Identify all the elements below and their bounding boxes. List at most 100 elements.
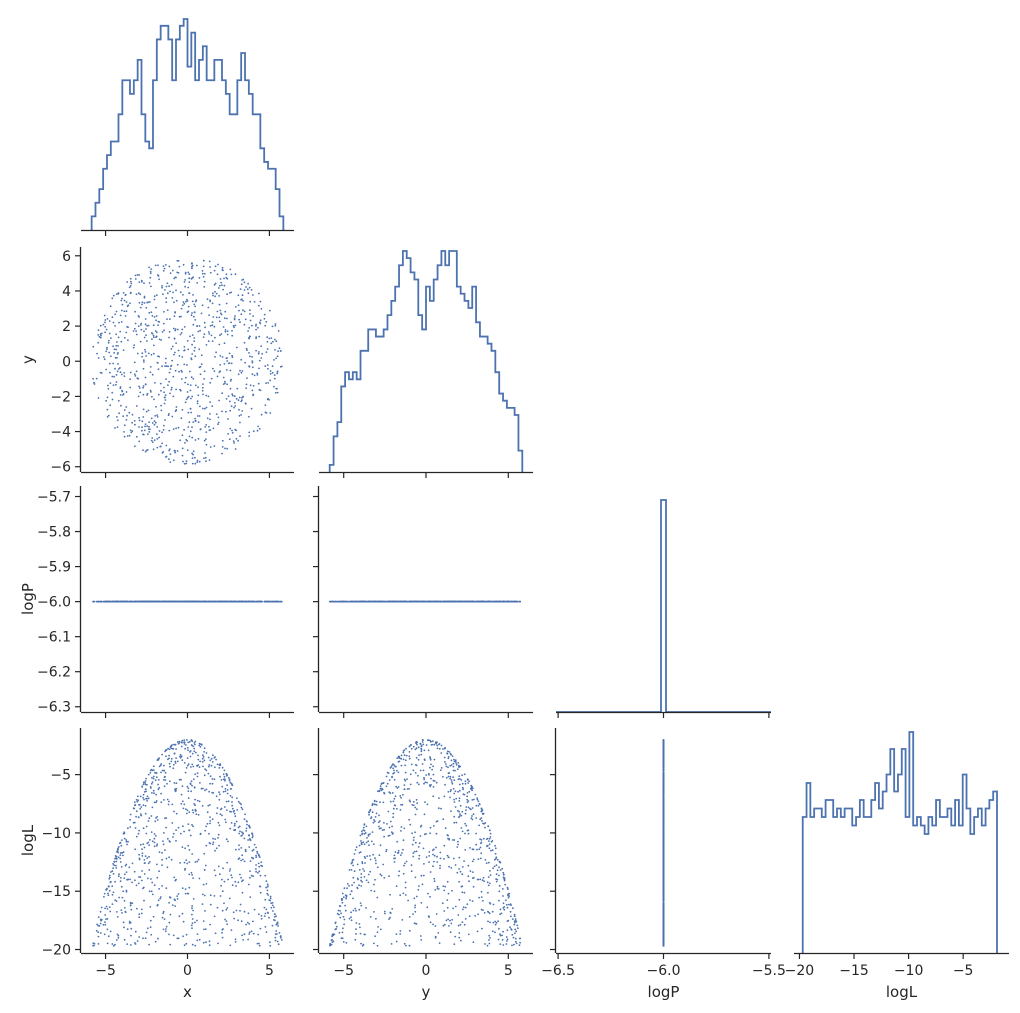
scatter-point <box>135 798 138 801</box>
scatter-point <box>172 327 175 330</box>
scatter-point <box>181 800 184 803</box>
scatter-point <box>201 600 204 603</box>
scatter-point <box>159 445 162 448</box>
scatter-point <box>249 309 251 312</box>
scatter-point <box>144 783 147 786</box>
scatter-point <box>213 600 216 603</box>
scatter-point <box>149 926 152 929</box>
scatter-point <box>208 940 211 943</box>
scatter-point <box>168 448 171 450</box>
scatter-point <box>436 861 439 863</box>
scatter-point <box>423 782 425 785</box>
scatter-point <box>358 884 360 887</box>
scatter-point <box>341 901 344 904</box>
scatter-point <box>139 391 142 394</box>
scatter-point <box>481 600 483 603</box>
scatter-point <box>418 885 420 887</box>
scatter-point <box>209 413 211 415</box>
scatter-point <box>375 917 377 920</box>
scatter-point <box>114 325 116 327</box>
scatter-point <box>462 788 464 791</box>
scatter-point <box>236 809 239 811</box>
scatter-point <box>185 460 188 463</box>
scatter-point <box>146 340 148 342</box>
scatter-point <box>224 382 226 385</box>
scatter-point <box>136 435 138 438</box>
scatter-point <box>358 869 361 871</box>
scatter-point <box>266 889 269 892</box>
scatter-point <box>410 747 413 750</box>
scatter-point <box>196 775 199 778</box>
scatter-point <box>97 935 100 938</box>
scatter-point <box>260 600 262 603</box>
scatter-point <box>418 783 420 786</box>
scatter-point <box>130 934 132 937</box>
scatter-point <box>112 362 114 365</box>
scatter-point <box>458 783 461 786</box>
scatter-point <box>260 861 263 863</box>
scatter-point <box>203 280 206 283</box>
scatter-point <box>435 820 438 823</box>
scatter-point <box>162 265 165 267</box>
scatter-point <box>420 902 423 904</box>
panel-x-y-bottom-axis <box>81 471 294 478</box>
scatter-point <box>342 927 344 930</box>
scatter-point <box>151 422 154 424</box>
scatter-point <box>207 331 210 333</box>
scatter-point <box>481 812 484 815</box>
scatter-point <box>243 323 246 326</box>
scatter-point <box>162 928 165 931</box>
scatter-point <box>128 920 131 923</box>
scatter-point <box>123 926 125 929</box>
scatter-point <box>348 917 351 920</box>
scatter-point <box>396 757 399 759</box>
scatter-point <box>165 925 168 928</box>
scatter-point <box>480 817 483 819</box>
scatter-point <box>202 883 205 886</box>
scatter-point <box>171 822 174 824</box>
scatter-point <box>471 871 474 873</box>
scatter-point <box>141 429 143 432</box>
scatter-point <box>167 414 170 417</box>
scatter-point <box>136 940 139 942</box>
scatter-point <box>458 778 461 780</box>
scatter-point <box>215 758 218 761</box>
scatter-point <box>169 896 172 899</box>
scatter-point <box>402 872 405 875</box>
scatter-point <box>267 912 269 914</box>
scatter-point <box>210 334 213 337</box>
scatter-point <box>426 803 429 806</box>
scatter-point <box>499 861 502 864</box>
scatter-point <box>92 345 95 348</box>
scatter-point <box>352 876 355 879</box>
panel-x-logL-ytick-label: −10 <box>41 826 71 842</box>
scatter-point <box>194 417 197 420</box>
scatter-point <box>360 904 363 907</box>
scatter-point <box>447 600 450 603</box>
scatter-point <box>223 363 226 365</box>
scatter-point <box>130 280 132 283</box>
scatter-point <box>126 414 128 417</box>
scatter-point <box>166 866 169 869</box>
scatter-point <box>458 932 461 934</box>
scatter-point <box>174 311 177 314</box>
scatter-point <box>98 925 101 927</box>
scatter-point <box>231 393 234 396</box>
scatter-point <box>194 319 197 321</box>
scatter-point <box>368 844 370 846</box>
scatter-point <box>99 910 102 913</box>
scatter-point <box>168 800 170 803</box>
scatter-point <box>178 355 181 357</box>
scatter-point <box>231 807 234 810</box>
scatter-point <box>449 931 452 934</box>
scatter-point <box>123 877 126 879</box>
scatter-point <box>387 810 390 813</box>
scatter-point <box>419 769 422 772</box>
scatter-point <box>225 302 228 305</box>
scatter-point <box>196 325 198 328</box>
scatter-point <box>188 292 191 294</box>
scatter-point <box>341 600 344 603</box>
scatter-point <box>373 911 375 913</box>
scatter-point <box>494 847 497 850</box>
scatter-point <box>204 829 207 832</box>
